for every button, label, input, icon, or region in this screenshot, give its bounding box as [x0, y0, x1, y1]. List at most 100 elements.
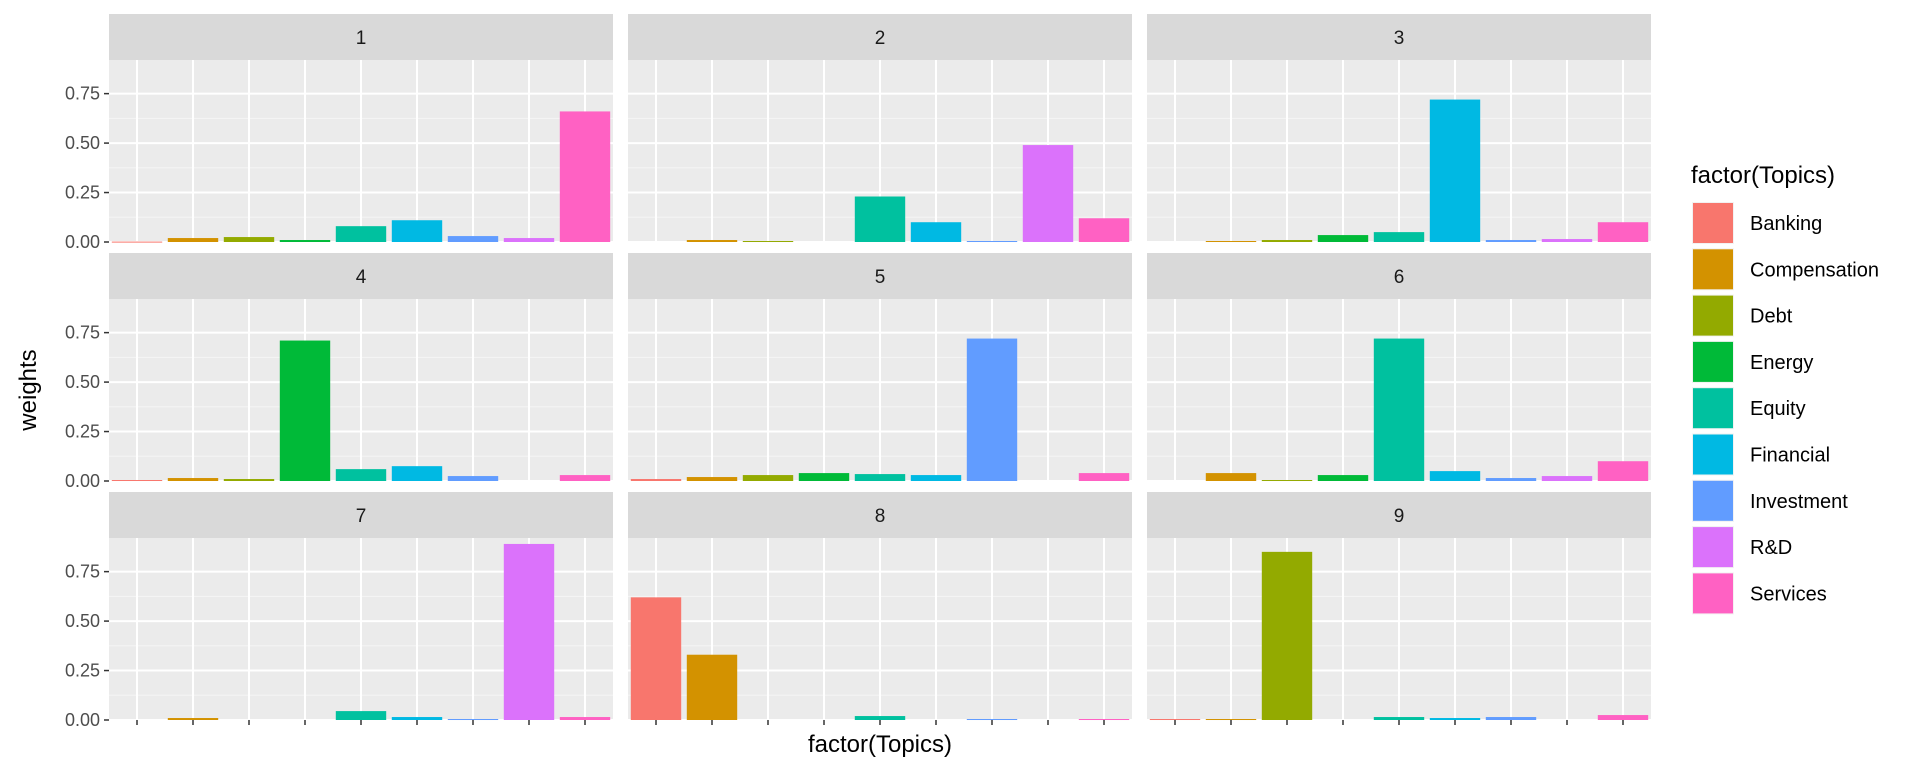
bar-energy [798, 473, 850, 481]
bar-services [1078, 719, 1130, 721]
bar-investment [1485, 478, 1537, 481]
bar-compensation [167, 478, 219, 481]
bar-debt [223, 479, 275, 481]
bar-services [1597, 715, 1649, 720]
bar-equity [854, 716, 906, 720]
legend-key-debt [1693, 295, 1733, 336]
bar-services [1597, 461, 1649, 481]
y-tick-label: 0.50 [65, 133, 100, 153]
bar-investment [966, 241, 1018, 243]
legend-key-financial [1693, 434, 1733, 475]
legend-key-compensation [1693, 249, 1733, 290]
facet-strip [109, 253, 613, 299]
facet-strip-label: 6 [1394, 267, 1405, 288]
facet-strip [628, 14, 1132, 60]
bar-services [1597, 222, 1649, 242]
bar-equity [335, 469, 387, 481]
bar-equity [335, 711, 387, 720]
bar-debt [742, 475, 794, 481]
bar-equity [335, 226, 387, 242]
facet-strip [1147, 253, 1651, 299]
facet-strip [628, 253, 1132, 299]
y-tick-label: 0.00 [65, 710, 100, 730]
facet-strip [1147, 492, 1651, 538]
bar-compensation [167, 718, 219, 720]
bar-debt [742, 241, 794, 243]
bar-financial [910, 475, 962, 481]
legend-key-investment [1693, 480, 1733, 521]
bar-investment [1485, 240, 1537, 242]
y-tick-label: 0.75 [65, 562, 100, 582]
legend-title: factor(Topics) [1691, 162, 1835, 189]
legend-key-banking [1693, 203, 1733, 243]
bar-investment [447, 476, 499, 481]
bar-investment [966, 719, 1018, 721]
facet-strip-label: 7 [356, 506, 367, 527]
bar-debt [1261, 480, 1313, 482]
bar-financial [391, 717, 443, 720]
legend-key-energy [1693, 341, 1733, 382]
y-tick-label: 0.75 [65, 323, 100, 343]
y-tick-label: 0.25 [65, 183, 100, 203]
facet-strip [109, 14, 613, 60]
y-tick-label: 0.25 [65, 422, 100, 442]
bar-compensation [1205, 473, 1257, 481]
legend-label-equity: Equity [1750, 398, 1806, 420]
bar-banking [630, 597, 682, 720]
bar-investment [966, 338, 1018, 481]
bar-debt [223, 237, 275, 242]
y-tick-label: 0.50 [65, 372, 100, 392]
bar-energy [1317, 475, 1369, 481]
bar-banking [630, 479, 682, 481]
bar-r-d [503, 238, 555, 242]
legend-label-compensation: Compensation [1750, 259, 1879, 281]
facet-panel-8: 8 [628, 492, 1132, 725]
y-tick-label: 0.25 [65, 661, 100, 681]
bar-services [559, 111, 611, 242]
legend-label-financial: Financial [1750, 445, 1830, 467]
bar-compensation [1205, 241, 1257, 243]
bar-debt [1261, 240, 1313, 242]
bar-financial [391, 466, 443, 481]
bar-debt [1261, 551, 1313, 720]
bar-financial [1429, 718, 1481, 720]
bar-investment [447, 719, 499, 721]
y-tick-label: 0.00 [65, 232, 100, 252]
legend-label-r-d: R&D [1750, 537, 1792, 559]
facet-panel-5: 5 [628, 253, 1132, 482]
facet-panel-3: 3 [1147, 14, 1651, 243]
facet-panel-1: 1 0.00 0.25 0.50 0.75 [65, 14, 613, 252]
bar-compensation [686, 654, 738, 720]
facet-strip-label: 5 [875, 267, 886, 288]
bar-financial [391, 220, 443, 242]
facet-strip-label: 8 [875, 506, 886, 527]
panels: 1 0.00 0.25 0.50 0.75 2 3 4 0.00 0.25 0.50 0.75 5 6 7 0… [65, 14, 1651, 730]
facet-strip-label: 4 [356, 267, 367, 288]
bar-compensation [167, 238, 219, 242]
facet-panel-7: 7 0.00 0.25 0.50 0.75 [65, 492, 613, 730]
legend-label-energy: Energy [1750, 352, 1813, 374]
bar-compensation [1205, 719, 1257, 721]
legend-key-equity [1693, 388, 1733, 429]
bar-equity [1373, 232, 1425, 242]
bar-equity [854, 474, 906, 481]
bar-investment [447, 236, 499, 242]
legend-key-r-d [1693, 527, 1733, 568]
bar-financial [1429, 99, 1481, 242]
bar-equity [854, 196, 906, 242]
bar-banking [111, 241, 163, 243]
legend: factor(Topics) Banking Compensation Debt En… [1691, 162, 1879, 615]
facet-strip-label: 1 [356, 28, 367, 49]
facet-strip-label: 3 [1394, 28, 1405, 49]
legend-label-banking: Banking [1750, 213, 1822, 235]
y-tick-label: 0.00 [65, 471, 100, 491]
facet-panel-9: 9 [1147, 492, 1651, 725]
legend-label-debt: Debt [1750, 306, 1793, 328]
bar-equity [1373, 338, 1425, 481]
bar-investment [1485, 717, 1537, 720]
legend-label-services: Services [1750, 583, 1827, 605]
facet-strip [1147, 14, 1651, 60]
bar-r-d [1541, 239, 1593, 242]
facet-strip-label: 2 [875, 28, 886, 49]
